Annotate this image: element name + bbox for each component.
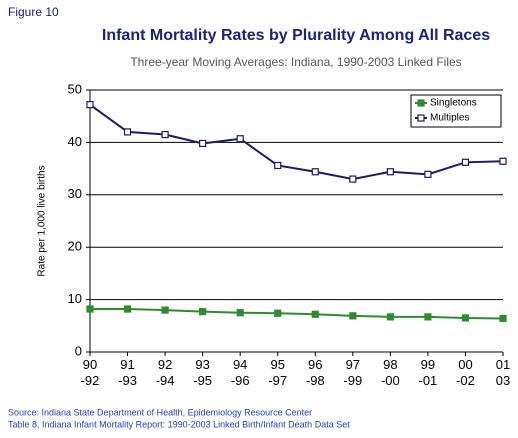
x-tick-label-line: 97 xyxy=(346,357,360,372)
x-tick-label-line: 93 xyxy=(195,357,209,372)
y-tick-label: 40 xyxy=(68,134,82,149)
y-tick-label: 50 xyxy=(68,81,82,96)
marker xyxy=(123,128,132,136)
marker xyxy=(349,175,357,183)
x-tick-label-line: 90 xyxy=(83,357,97,372)
x-tick-label: 97 -99 xyxy=(343,357,362,388)
marker xyxy=(386,168,394,176)
marker xyxy=(499,314,507,323)
y-tick-label: 30 xyxy=(68,186,82,201)
y-tick-label: 10 xyxy=(68,291,82,306)
marker xyxy=(86,305,94,313)
marker xyxy=(499,157,507,165)
x-tick-label: 99 -01 xyxy=(419,357,438,388)
marker xyxy=(417,114,425,122)
x-tick-label-line: -97 xyxy=(268,373,287,388)
x-tick-label-line: -93 xyxy=(118,373,137,388)
x-tick-label: 93 -95 xyxy=(193,357,212,388)
marker xyxy=(199,139,207,148)
x-tick-label: 00 -02 xyxy=(456,357,475,388)
x-tick-label-line: 91 xyxy=(120,357,134,372)
marker xyxy=(161,306,169,314)
y-tick-label: 20 xyxy=(68,239,82,254)
x-tick-label: 91 -93 xyxy=(118,357,137,388)
marker xyxy=(199,308,207,316)
chart-subtitle: Three-year Moving Averages: Indiana, 199… xyxy=(130,55,461,69)
figure-label: Figure 10 xyxy=(8,5,59,19)
x-tick-label-line: 01 xyxy=(496,357,510,372)
line xyxy=(89,103,504,181)
x-tick-label-line: -95 xyxy=(193,373,212,388)
x-tick-label-line: 96 xyxy=(308,357,322,372)
marker xyxy=(274,161,282,170)
x-tick-label-line: -94 xyxy=(156,373,175,388)
marker xyxy=(236,309,244,317)
x-tick-label-line: -96 xyxy=(231,373,250,388)
x-tick-label-line: 98 xyxy=(383,357,397,372)
x-tick-label: 95 -97 xyxy=(268,357,287,388)
x-tick-label-line: -00 xyxy=(381,373,400,388)
x-tick-label-line: 99 xyxy=(421,357,435,372)
x-tick-label: 94 -96 xyxy=(231,357,250,388)
x-tick-label-line: 92 xyxy=(158,357,172,372)
marker xyxy=(161,130,169,139)
x-tick-label-line: -92 xyxy=(81,373,100,388)
marker xyxy=(424,313,432,321)
marker xyxy=(86,101,94,109)
source-line: Table 8, Indiana Infant Mortality Report… xyxy=(8,419,350,429)
legend-label: Singletons xyxy=(430,98,477,109)
marker xyxy=(461,314,470,322)
marker xyxy=(386,313,394,321)
marker xyxy=(461,158,470,166)
x-tick-label-line: 95 xyxy=(270,357,284,372)
line xyxy=(90,308,504,320)
x-tick-label: 98 -00 xyxy=(381,357,400,388)
marker xyxy=(311,168,319,176)
marker xyxy=(311,310,319,318)
x-tick-label: 92 -94 xyxy=(156,357,175,388)
x-tick-label-line: -01 xyxy=(419,373,438,388)
y-axis-label: Rate per 1,000 live births xyxy=(37,165,48,276)
legend-box xyxy=(410,94,502,128)
marker xyxy=(236,135,244,143)
x-tick-label: 90 -92 xyxy=(81,357,100,388)
x-tick-label: 96 -98 xyxy=(306,357,325,388)
x-tick-label: 01 03 xyxy=(496,357,510,388)
marker xyxy=(424,170,432,178)
x-tick-label-line: 03 xyxy=(496,373,510,388)
x-tick-label-line: -99 xyxy=(343,373,362,388)
legend-label: Multiples xyxy=(430,113,469,124)
y-tick-label: 0 xyxy=(75,343,82,358)
source-line: Source: Indiana State Department of Heal… xyxy=(8,407,312,417)
marker xyxy=(274,309,282,317)
x-tick-label-line: -02 xyxy=(456,373,475,388)
chart-title: Infant Mortality Rates by Plurality Amon… xyxy=(102,27,490,44)
x-tick-label-line: 00 xyxy=(458,357,472,372)
marker xyxy=(349,312,357,320)
x-tick-label-line: -98 xyxy=(306,373,325,388)
x-tick-label-line: 94 xyxy=(233,357,247,372)
marker xyxy=(123,305,132,313)
marker xyxy=(417,99,425,107)
